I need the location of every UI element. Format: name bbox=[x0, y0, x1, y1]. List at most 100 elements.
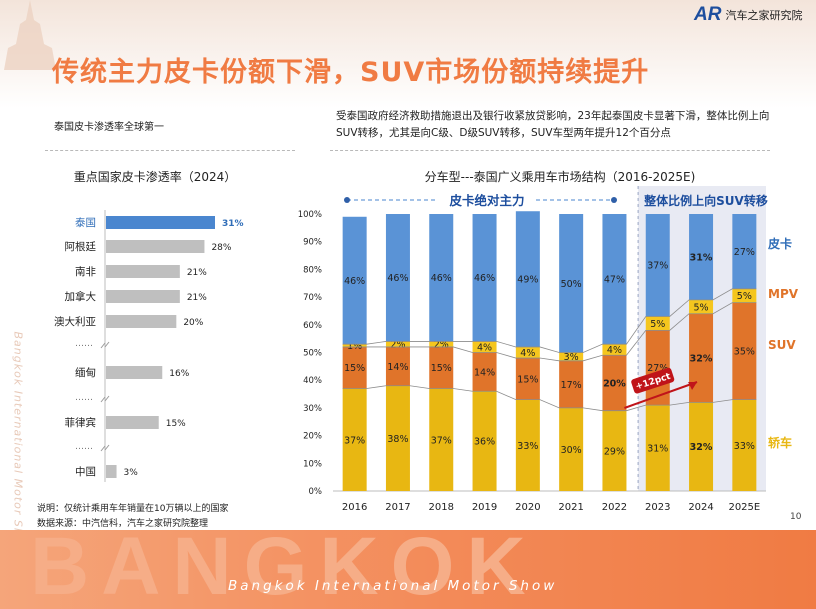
value-label: 15% bbox=[166, 419, 186, 429]
data-label: 46% bbox=[344, 276, 365, 287]
category-label: 泰国 bbox=[75, 216, 96, 229]
annotation-right-label: 整体比例上向SUV转移 bbox=[643, 193, 768, 208]
x-tick-label: 2016 bbox=[342, 502, 367, 513]
x-tick-label: 2023 bbox=[645, 502, 670, 513]
y-tick-label: 30% bbox=[303, 404, 322, 414]
y-tick-label: 0% bbox=[309, 487, 323, 497]
data-label: 15% bbox=[431, 363, 452, 374]
value-label: 20% bbox=[183, 318, 203, 328]
data-label: 4% bbox=[477, 342, 492, 353]
value-label: 31% bbox=[222, 219, 244, 229]
annotation-left-label: 皮卡绝对主力 bbox=[448, 193, 524, 208]
data-label: 33% bbox=[734, 441, 755, 452]
stack-segment bbox=[515, 211, 540, 347]
data-label: 3% bbox=[564, 352, 579, 363]
stack-segment bbox=[602, 355, 627, 411]
bar bbox=[106, 265, 180, 278]
stack-segment bbox=[689, 299, 714, 314]
annotation-label-bg bbox=[438, 190, 536, 210]
category-label: 加拿大 bbox=[65, 290, 97, 303]
data-label: 32% bbox=[690, 354, 713, 365]
x-tick-label: 2019 bbox=[472, 502, 497, 513]
stack-segment bbox=[385, 214, 410, 342]
data-label: 38% bbox=[387, 434, 408, 445]
data-label: 27% bbox=[647, 363, 668, 374]
footer-watermark: BANGKOK bbox=[30, 530, 538, 609]
data-label: 29% bbox=[604, 446, 625, 457]
x-tick-label: 2018 bbox=[429, 502, 454, 513]
x-tick-label: 2025E bbox=[728, 502, 760, 513]
x-tick-label: 2020 bbox=[515, 502, 540, 513]
stack-segment bbox=[559, 360, 584, 408]
value-label: 3% bbox=[124, 468, 139, 478]
stack-segment bbox=[689, 214, 714, 300]
stack-segment bbox=[645, 316, 670, 331]
stack-segment bbox=[645, 214, 670, 317]
axis-break-icon bbox=[100, 395, 110, 403]
stack-segment bbox=[342, 344, 367, 347]
stack-segment bbox=[732, 399, 757, 491]
value-label: 21% bbox=[187, 293, 207, 303]
data-label: 37% bbox=[344, 435, 365, 446]
data-source: 数据来源：中汽信科，汽车之家研究院整理 bbox=[37, 519, 209, 529]
y-tick-label: 20% bbox=[303, 432, 322, 442]
data-label: 50% bbox=[561, 279, 582, 290]
page-number: 10 bbox=[790, 512, 802, 522]
axis-break-icon bbox=[100, 341, 110, 349]
footer-banner: BANGKOK Bangkok International Motor Show bbox=[0, 530, 816, 609]
x-tick-label: 2024 bbox=[688, 502, 713, 513]
value-label: 21% bbox=[187, 268, 207, 278]
stack-segment bbox=[559, 214, 584, 353]
data-label: 4% bbox=[607, 345, 622, 356]
data-label: 47% bbox=[604, 275, 625, 286]
category-label: 阿根廷 bbox=[65, 240, 97, 253]
y-tick-label: 50% bbox=[303, 349, 322, 359]
annotation-dot bbox=[611, 197, 617, 203]
stack-segment bbox=[602, 344, 627, 356]
footer-text: Bangkok International Motor Show bbox=[228, 578, 558, 594]
value-label: 16% bbox=[169, 369, 189, 379]
stack-segment bbox=[559, 407, 584, 491]
category-label: 中国 bbox=[75, 465, 96, 478]
data-label: 31% bbox=[690, 252, 713, 263]
right-subtitle: 受泰国政府经济救助措施退出及银行收紧放贷影响，23年起泰国皮卡显著下滑，整体比例… bbox=[336, 110, 770, 139]
stack-segment bbox=[429, 214, 454, 342]
data-label: 46% bbox=[387, 273, 408, 284]
right-chart-title: 分车型---泰国广义乘用车市场结构（2016-2025E) bbox=[424, 170, 696, 184]
stack-segment bbox=[602, 410, 627, 491]
data-label: 15% bbox=[517, 374, 538, 385]
arrow-label-bg bbox=[631, 367, 675, 394]
left-subtitle: 泰国皮卡渗透率全球第一 bbox=[54, 122, 164, 133]
data-label: 37% bbox=[647, 261, 668, 272]
bar bbox=[106, 216, 215, 229]
category-label: 澳大利亚 bbox=[54, 315, 96, 328]
y-tick-label: 80% bbox=[303, 265, 322, 275]
stack-segment bbox=[732, 288, 757, 303]
y-tick-label: 90% bbox=[303, 238, 322, 248]
category-label: 南非 bbox=[75, 265, 96, 278]
annotation-dot bbox=[344, 197, 350, 203]
data-label: 2% bbox=[390, 340, 405, 351]
bar bbox=[106, 290, 180, 303]
stack-connector-line bbox=[342, 302, 757, 362]
legend-label: 皮卡 bbox=[767, 236, 792, 251]
left-chart-title: 重点国家皮卡渗透率（2024） bbox=[73, 170, 237, 184]
arrow-head-icon bbox=[688, 382, 698, 390]
stack-segment bbox=[472, 341, 497, 353]
logo-mark: AR bbox=[694, 4, 722, 25]
ellipsis-label: …… bbox=[75, 393, 93, 403]
logo-text: 汽车之家研究院 bbox=[725, 9, 803, 22]
stack-segment bbox=[515, 346, 540, 359]
temple-decoration-icon bbox=[4, 0, 56, 70]
category-label: 缅甸 bbox=[75, 366, 96, 379]
stack-segment bbox=[342, 216, 367, 345]
stack-segment bbox=[429, 346, 454, 389]
stack-segment bbox=[472, 391, 497, 491]
stack-segment bbox=[385, 346, 410, 386]
page-title: 传统主力皮卡份额下滑，SUV市场份额持续提升 bbox=[52, 57, 650, 88]
data-label: 14% bbox=[474, 367, 495, 378]
stack-segment bbox=[732, 214, 757, 289]
stack-segment bbox=[472, 352, 497, 392]
